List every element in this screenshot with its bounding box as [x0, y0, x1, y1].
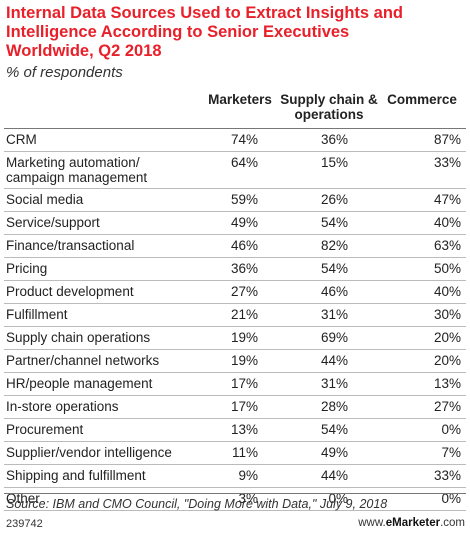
value-cell: 26% [280, 188, 378, 212]
column-header-marketers: Marketers [200, 90, 280, 129]
value-cell: 17% [200, 395, 280, 419]
table-row: Product development 27% 46% 40% [4, 280, 466, 304]
table-row: Fulfillment 21% 31% 30% [4, 303, 466, 327]
value-cell: 7% [378, 441, 466, 465]
table-row: Supply chain operations 19% 69% 20% [4, 326, 466, 350]
value-cell: 17% [200, 372, 280, 396]
value-cell: 82% [280, 234, 378, 258]
value-cell: 13% [378, 372, 466, 396]
header-label-column [4, 90, 200, 129]
value-cell: 87% [378, 128, 466, 152]
table-row: Partner/channel networks 19% 44% 20% [4, 349, 466, 373]
value-cell: 54% [280, 211, 378, 235]
value-cell: 0% [378, 418, 466, 442]
value-cell: 19% [200, 326, 280, 350]
column-header-commerce: Commerce [378, 90, 466, 129]
value-cell: 9% [200, 464, 280, 488]
row-label: Finance/transactional [4, 234, 200, 258]
value-cell: 21% [200, 303, 280, 327]
value-cell: 50% [378, 257, 466, 281]
value-cell: 64% [200, 151, 280, 189]
value-cell: 40% [378, 280, 466, 304]
row-label: Fulfillment [4, 303, 200, 327]
row-label: Product development [4, 280, 200, 304]
row-label: HR/people management [4, 372, 200, 396]
table-row: Service/support 49% 54% 40% [4, 211, 466, 235]
value-cell: 27% [378, 395, 466, 419]
value-cell: 49% [200, 211, 280, 235]
row-label: Supplier/vendor intelligence [4, 441, 200, 465]
value-cell: 63% [378, 234, 466, 258]
value-cell: 47% [378, 188, 466, 212]
value-cell: 13% [200, 418, 280, 442]
chart-id: 239742 [6, 518, 43, 530]
brand-logo: www.eMarketer.com [358, 517, 465, 529]
value-cell: 46% [280, 280, 378, 304]
header-row: Marketers Supply chain & operations Comm… [4, 90, 466, 129]
value-cell: 44% [280, 349, 378, 373]
value-cell: 11% [200, 441, 280, 465]
value-cell: 46% [200, 234, 280, 258]
chart-subtitle: % of respondents [6, 64, 123, 81]
row-label: CRM [4, 128, 200, 152]
value-cell: 27% [200, 280, 280, 304]
table-row: Social media 59% 26% 47% [4, 188, 466, 212]
value-cell: 36% [280, 128, 378, 152]
value-cell: 30% [378, 303, 466, 327]
column-header-supply-chain: Supply chain & operations [280, 90, 378, 129]
table-row: Finance/transactional 46% 82% 63% [4, 234, 466, 258]
value-cell: 54% [280, 418, 378, 442]
value-cell: 44% [280, 464, 378, 488]
source-divider [4, 493, 466, 494]
row-label: Supply chain operations [4, 326, 200, 350]
table-row: Shipping and fulfillment 9% 44% 33% [4, 464, 466, 488]
chart-title: Internal Data Sources Used to Extract In… [6, 4, 404, 60]
source-note: Source: IBM and CMO Council, "Doing More… [6, 497, 388, 511]
row-label: Pricing [4, 257, 200, 281]
value-cell: 69% [280, 326, 378, 350]
row-label: Marketing automation/ campaign managemen… [4, 151, 200, 189]
value-cell: 40% [378, 211, 466, 235]
row-label: Social media [4, 188, 200, 212]
value-cell: 74% [200, 128, 280, 152]
row-label: Partner/channel networks [4, 349, 200, 373]
row-label: Shipping and fulfillment [4, 464, 200, 488]
table-row: Procurement 13% 54% 0% [4, 418, 466, 442]
row-label: Procurement [4, 418, 200, 442]
value-cell: 59% [200, 188, 280, 212]
value-cell: 33% [378, 464, 466, 488]
table-row: Marketing automation/ campaign managemen… [4, 151, 466, 189]
value-cell: 15% [280, 151, 378, 189]
table-row: HR/people management 17% 31% 13% [4, 372, 466, 396]
value-cell: 33% [378, 151, 466, 189]
value-cell: 0% [378, 487, 466, 511]
value-cell: 31% [280, 303, 378, 327]
value-cell: 20% [378, 326, 466, 350]
value-cell: 49% [280, 441, 378, 465]
table-row: Pricing 36% 54% 50% [4, 257, 466, 281]
value-cell: 19% [200, 349, 280, 373]
row-label: Service/support [4, 211, 200, 235]
value-cell: 28% [280, 395, 378, 419]
row-label: In-store operations [4, 395, 200, 419]
table-row: Supplier/vendor intelligence 11% 49% 7% [4, 441, 466, 465]
value-cell: 31% [280, 372, 378, 396]
value-cell: 20% [378, 349, 466, 373]
table-row: CRM 74% 36% 87% [4, 128, 466, 152]
value-cell: 54% [280, 257, 378, 281]
table-row: In-store operations 17% 28% 27% [4, 395, 466, 419]
data-table: Marketers Supply chain & operations Comm… [4, 90, 466, 511]
value-cell: 36% [200, 257, 280, 281]
